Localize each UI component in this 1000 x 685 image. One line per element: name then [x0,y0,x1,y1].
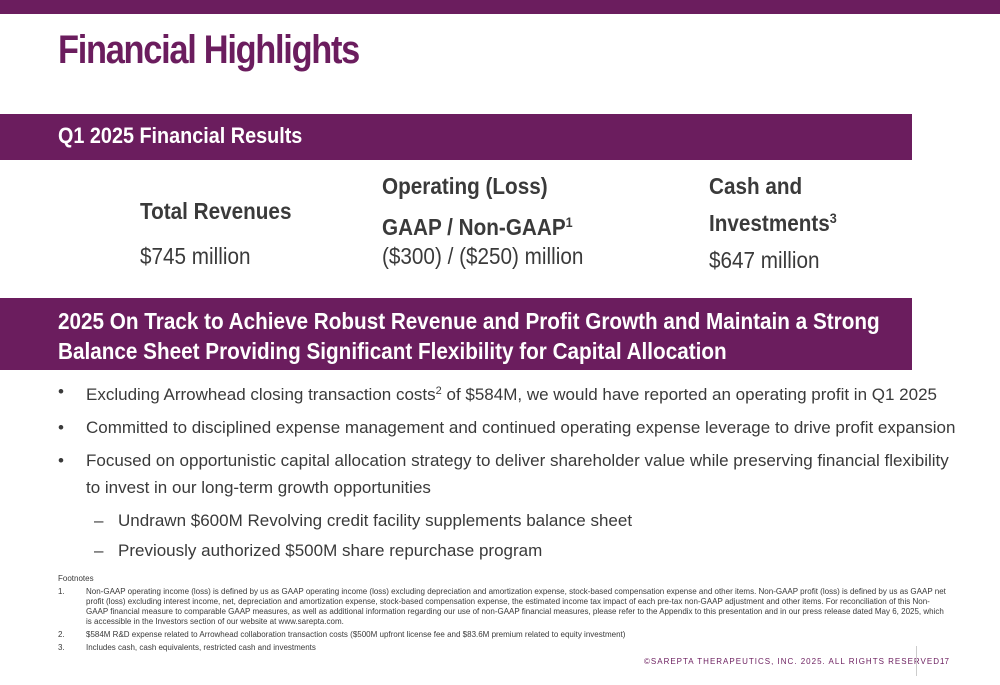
sub-bullet-text: Previously authorized $500M share repurc… [118,541,543,560]
cash-label-line2: Investments3 [709,202,837,239]
footnote-item: 1. Non-GAAP operating income (loss) is d… [58,587,948,627]
sub-bullet-item: – Previously authorized $500M share repu… [58,537,958,564]
cash-label: Cash and Investments3 [709,170,837,239]
revenue-value: $745 million [140,243,251,269]
footnote-text: Non-GAAP operating income (loss) is defi… [86,587,946,626]
footnote-item: 2. $584M R&D expense related to Arrowhea… [58,630,948,640]
bullet-text: Excluding Arrowhead closing transaction … [86,385,436,404]
sub-bullet-text: Undrawn $600M Revolving credit facility … [118,511,633,530]
footnotes: Footnotes 1. Non-GAAP operating income (… [58,574,948,653]
bullet-dot: • [58,382,64,401]
cash-value: $647 million [709,247,820,273]
bullet-item: • Excluding Arrowhead closing transactio… [58,378,958,408]
operating-label-line1: Operating (Loss) [382,173,548,199]
bullet-list: • Excluding Arrowhead closing transactio… [58,378,958,567]
top-accent-bar [0,0,1000,14]
revenue-label: Total Revenues [140,198,292,224]
footnote-number: 2. [58,630,65,639]
footnote-number: 3. [58,643,65,652]
cash-label-line1: Cash and [709,173,803,199]
bullet-text: Focused on opportunistic capital allocat… [86,451,949,497]
bullet-dot: • [58,418,64,437]
footnotes-heading: Footnotes [58,574,94,583]
bullet-item: • Focused on opportunistic capital alloc… [58,447,958,501]
page-title: Financial Highlights [58,28,360,72]
bullet-text-cont: of $584M, we would have reported an oper… [441,385,937,404]
footnote-text: $584M R&D expense related to Arrowhead c… [86,630,626,639]
operating-label-line2: GAAP / Non-GAAP1 [382,206,573,243]
sub-bullet-dash: – [94,541,104,560]
sub-bullet-item: – Undrawn $600M Revolving credit facilit… [58,507,958,534]
footnote-item: 3. Includes cash, cash equivalents, rest… [58,643,948,653]
footnote-ref-2: 2 [435,385,442,397]
operating-label: Operating (Loss) GAAP / Non-GAAP1 [382,170,573,243]
footnote-ref-3: 3 [829,210,837,226]
operating-label-text: GAAP / Non-GAAP [382,214,566,240]
footnote-number: 1. [58,587,65,596]
footnote-text: Includes cash, cash equivalents, restric… [86,643,316,652]
sub-bullet-dash: – [94,511,104,530]
footer-divider [916,646,917,676]
outlook-band-label: 2025 On Track to Achieve Robust Revenue … [58,308,880,364]
results-band-label: Q1 2025 Financial Results [58,123,303,148]
cash-label-text: Investments [709,210,830,236]
copyright-notice: ©SAREPTA THERAPEUTICS, INC. 2025. ALL RI… [644,657,944,666]
bullet-text: Committed to disciplined expense managem… [86,418,956,437]
page-number: 17 [940,657,949,666]
footnote-ref-1: 1 [565,214,573,230]
bullet-dot: • [58,451,64,470]
outlook-band: 2025 On Track to Achieve Robust Revenue … [0,298,912,370]
operating-value: ($300) / ($250) million [382,243,584,269]
results-band: Q1 2025 Financial Results [0,114,912,160]
bullet-item: • Committed to disciplined expense manag… [58,414,958,441]
